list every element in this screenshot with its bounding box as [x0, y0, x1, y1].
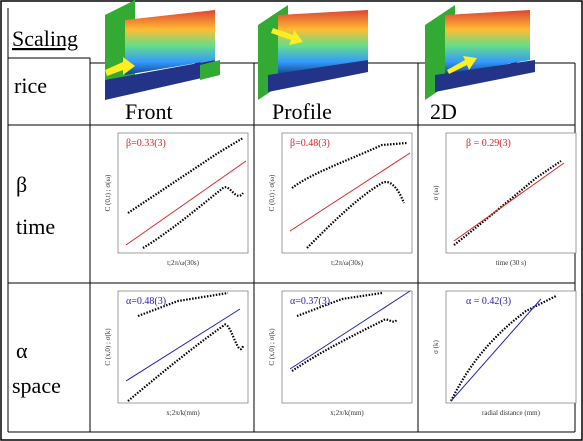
x-axis-label: radial distance (mm) [482, 409, 541, 417]
curve [291, 141, 408, 189]
column-header: 2D [430, 99, 457, 124]
plot: β=0.48(3) t;2π/ω(30s) C (0,t) ; σ(ω) [268, 132, 413, 267]
x-axis-label: t;2π/ω(30s) [167, 259, 200, 267]
fit-line [289, 152, 411, 232]
curve [142, 186, 244, 249]
plot-area: β=0.48(3) [281, 132, 413, 254]
x-axis-label: time (30 s) [496, 259, 527, 267]
row-label: rice [14, 73, 47, 98]
plot-frame [445, 290, 577, 404]
plot-area: β=0.33(3) [117, 132, 249, 254]
curve [296, 291, 383, 318]
plot-frame [281, 132, 413, 254]
annotation: α = 0.42(3) [466, 296, 511, 307]
y-axis-label: C (x,0) ; σ(k) [268, 328, 276, 366]
plot: α=0.37(3) x;2π/k(mm) C (x,0) ; σ(k) [268, 290, 413, 417]
plot-frame [117, 290, 249, 404]
curve [127, 323, 245, 402]
plot: β=0.33(3) t;2π/ω(30s) C (0,t) ; σ(ω) [104, 132, 249, 267]
row-symbol: α [16, 338, 28, 363]
surface-images [105, 0, 535, 100]
fit-line [289, 290, 411, 370]
fit-line [453, 162, 565, 242]
annotation: β = 0.29(3) [466, 138, 511, 149]
y-axis-label: C (0,t) ; σ(ω) [268, 174, 276, 211]
x-axis-label: t;2π/ω(30s) [331, 259, 364, 267]
annotation: α=0.37(3) [290, 296, 330, 307]
annotation: β=0.48(3) [290, 138, 330, 149]
row-symbol: β [16, 172, 27, 197]
plot: α = 0.42(3) radial distance (mm) σ (k) [432, 290, 577, 417]
plot-area: α=0.37(3) [281, 290, 413, 404]
plot-area: β = 0.29(3) [445, 132, 577, 254]
fit-line [125, 308, 241, 382]
curve [306, 180, 406, 249]
y-axis-label: σ (ω) [432, 185, 440, 200]
annotation: β=0.33(3) [126, 138, 166, 149]
row-label: space [12, 373, 61, 398]
plot: α=0.48(3) x;2π/k(mm) C (x,0) ; σ(k) [104, 290, 249, 417]
curve [450, 295, 557, 402]
curve [453, 160, 562, 246]
x-axis-label: x;2π/k(mm) [166, 409, 200, 417]
annotation: α=0.48(3) [126, 296, 166, 307]
plot: β = 0.29(3) time (30 s) σ (ω) [432, 132, 577, 267]
fit-line [125, 160, 247, 246]
plot-frame [281, 290, 413, 404]
plot-area: α=0.48(3) [117, 290, 249, 404]
plot-area: α = 0.42(3) [445, 290, 577, 404]
title: Scaling [12, 26, 78, 51]
column-header: Profile [272, 99, 332, 124]
curve [137, 291, 229, 318]
y-axis-label: C (0,t) ; σ(ω) [104, 174, 112, 211]
curve [127, 137, 244, 214]
curve [291, 318, 399, 372]
fit-line [450, 298, 542, 402]
y-axis-label: C (x,0) ; σ(k) [104, 328, 112, 366]
column-header: Front [125, 99, 173, 124]
x-axis-label: x;2π/k(mm) [330, 409, 364, 417]
row-label: time [16, 214, 55, 239]
y-axis-label: σ (k) [432, 339, 440, 353]
plot-frame [117, 132, 249, 254]
